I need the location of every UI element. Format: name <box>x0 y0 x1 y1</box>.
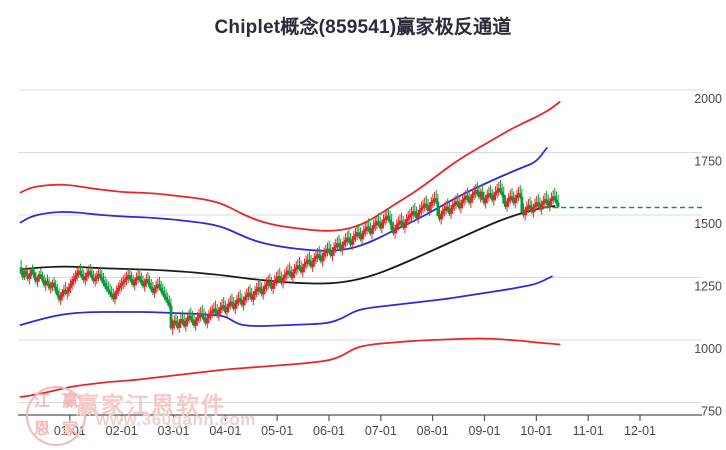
page-title: Chiplet概念(859541)赢家极反通道 <box>214 17 512 38</box>
series-upper_band_red <box>19 101 561 232</box>
x-axis-label: 10-01 <box>520 424 552 438</box>
candlestick-series <box>19 180 560 335</box>
x-axis-label: 08-01 <box>417 424 449 438</box>
price-chart-plot-area[interactable]: 750 1000 1250 1500 1750 2000 01-01 02-01 03-01 04… <box>0 60 726 450</box>
x-axis-label: 12-01 <box>624 424 656 438</box>
y-axis-label: 1750 <box>694 155 722 169</box>
x-axis-label: 05-01 <box>261 424 293 438</box>
y-axis-label: 1250 <box>694 280 722 294</box>
y-axis-label: 750 <box>701 405 722 419</box>
x-axis-label: 07-01 <box>365 424 397 438</box>
x-axis-label: 04-01 <box>209 424 241 438</box>
y-axis-label: 2000 <box>694 92 722 106</box>
series-lower_band_red <box>19 337 561 398</box>
series-lower_mid_blue <box>19 275 553 327</box>
x-axis-label: 11-01 <box>573 424 604 438</box>
y-axis-label: 1500 <box>694 217 722 231</box>
x-axis-label: 03-01 <box>158 424 190 438</box>
y-axis-label: 1000 <box>694 342 722 356</box>
x-axis-label: 09-01 <box>469 424 501 438</box>
x-axis-label: 02-01 <box>106 424 138 438</box>
x-axis-label: 06-01 <box>313 424 345 438</box>
x-axis-label: 01-01 <box>54 424 86 438</box>
chart-svg: 750 1000 1250 1500 1750 2000 01-01 02-01 03-01 04… <box>18 89 722 438</box>
